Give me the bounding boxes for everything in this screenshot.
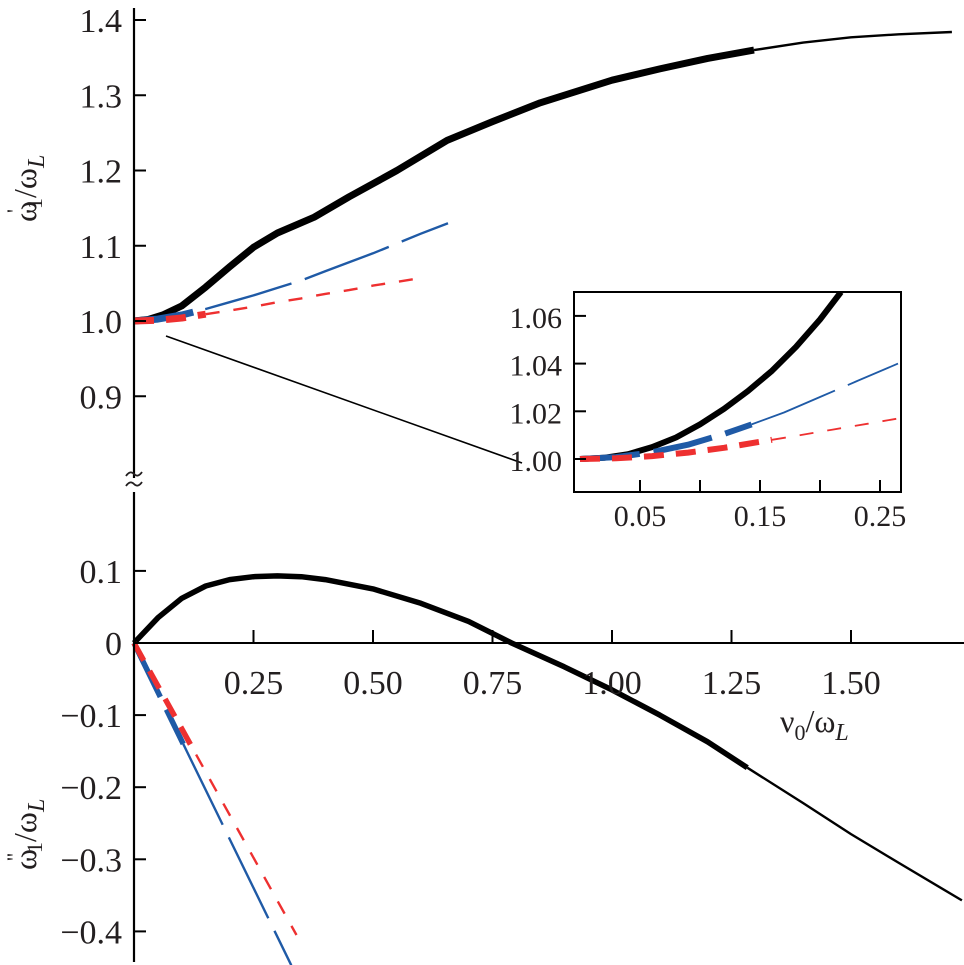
inset-series-red-thick <box>579 436 773 462</box>
upper-series-black-thick <box>133 46 755 325</box>
inset-series-blue-thick <box>579 421 753 462</box>
lower-series-blue-thin <box>182 743 293 965</box>
axes <box>125 8 964 962</box>
x-axis-label: ν0/ωL <box>780 703 849 746</box>
lower-series-red-thick <box>131 641 199 756</box>
upper-ytick-label: 1.0 <box>80 304 123 341</box>
upper-series-blue-thin <box>204 222 449 311</box>
upper-series-red-thin <box>205 276 425 316</box>
inset-ytick-label: 1.04 <box>510 350 563 383</box>
upper-panel: 0.9 1.0 1.1 1.2 1.3 1.4 <box>80 3 952 416</box>
upper-ytick-label: 1.3 <box>80 78 123 115</box>
inset-series-blue-thin <box>751 362 899 426</box>
lower-series-black-thick <box>132 573 749 771</box>
inset-pointer-line <box>165 335 523 464</box>
axis-break-icon <box>125 471 143 487</box>
inset-ytick-label: 1.00 <box>510 445 563 478</box>
lower-ytick-label: −0.4 <box>60 914 122 951</box>
lower-xtick-label: 0.75 <box>463 665 523 702</box>
lower-ytick-label: 0.1 <box>80 554 123 591</box>
upper-ytick-label: 1.4 <box>80 3 123 40</box>
lower-ylabel: ω''1/ωL <box>2 799 50 870</box>
lower-ytick-label: −0.2 <box>60 770 122 807</box>
inset-panel: 1.00 1.02 1.04 1.06 0.05 0.15 0.25 <box>510 291 907 533</box>
inset-ytick-label: 1.06 <box>510 302 563 335</box>
upper-ytick-label: 0.9 <box>80 379 123 416</box>
lower-ytick-label: −0.3 <box>60 842 122 879</box>
lower-xtick-label: 0.50 <box>343 665 403 702</box>
inset-series-red-thin <box>771 417 899 441</box>
lower-ytick-label: −0.1 <box>60 698 122 735</box>
upper-ytick-label: 1.1 <box>80 229 123 266</box>
lower-xtick-label: 1.00 <box>582 665 642 702</box>
lower-xtick-label: 1.25 <box>702 665 762 702</box>
lower-xtick-label: 1.50 <box>821 665 881 702</box>
upper-series-black-thin <box>753 30 952 52</box>
lower-panel: 0.1 0 −0.1 −0.2 −0.3 −0.4 0.25 0.50 0.75 1.00 1.25… <box>60 554 963 965</box>
inset-xtick-label: 0.05 <box>614 500 667 533</box>
lower-series-red-thin <box>195 754 298 936</box>
inset-xtick-label: 0.15 <box>734 500 787 533</box>
upper-ytick-label: 1.2 <box>80 154 123 191</box>
upper-ylabel: ω'1/ωL <box>2 155 50 222</box>
inset-frame <box>573 291 902 493</box>
lower-ytick-label: 0 <box>105 626 122 663</box>
inset-ytick-label: 1.02 <box>510 397 563 430</box>
lower-series-black-thin <box>746 766 963 902</box>
inset-xtick-label: 0.25 <box>854 500 907 533</box>
lower-xtick-label: 0.25 <box>224 665 284 702</box>
